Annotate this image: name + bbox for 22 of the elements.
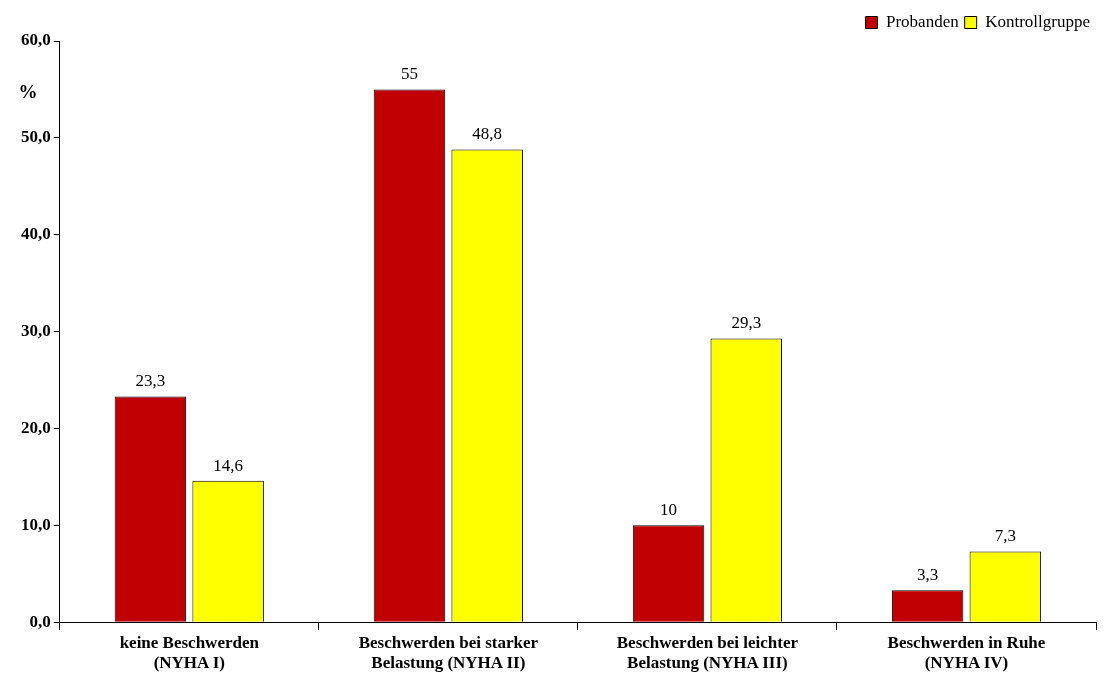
y-tick-label: 20,0 xyxy=(21,417,51,437)
y-tick-label: 60,0 xyxy=(21,30,51,50)
data-label: 14,6 xyxy=(213,455,244,475)
data-label: 7,3 xyxy=(994,526,1016,546)
y-tick-label: 40,0 xyxy=(21,224,51,244)
x-tick-label: Beschwerden in Ruhe (NYHA IV) xyxy=(887,632,1046,673)
data-label: 3,3 xyxy=(916,565,939,585)
y-axis-title: % xyxy=(18,80,38,102)
x-tick-label: keine Beschwerden (NYHA I) xyxy=(119,632,260,673)
data-label: 10 xyxy=(660,500,678,520)
y-tick-label: 10,0 xyxy=(21,514,51,534)
data-label: 23,3 xyxy=(135,371,166,391)
data-label: 29,3 xyxy=(731,313,762,333)
data-label: 55 xyxy=(400,64,418,84)
x-tick-label: Beschwerden bei starker Belastung (NYHA II) xyxy=(358,632,539,673)
legend-label: Kontrollgruppe xyxy=(985,11,1091,31)
legend-label: Probanden xyxy=(885,11,960,31)
x-tick-label: Beschwerden bei leichter Belastung (NYHA III) xyxy=(616,632,799,673)
y-tick-label: 0,0 xyxy=(29,611,51,631)
data-label: 48,8 xyxy=(472,124,503,144)
y-tick-label: 50,0 xyxy=(21,127,51,147)
y-tick-label: 30,0 xyxy=(21,320,51,340)
